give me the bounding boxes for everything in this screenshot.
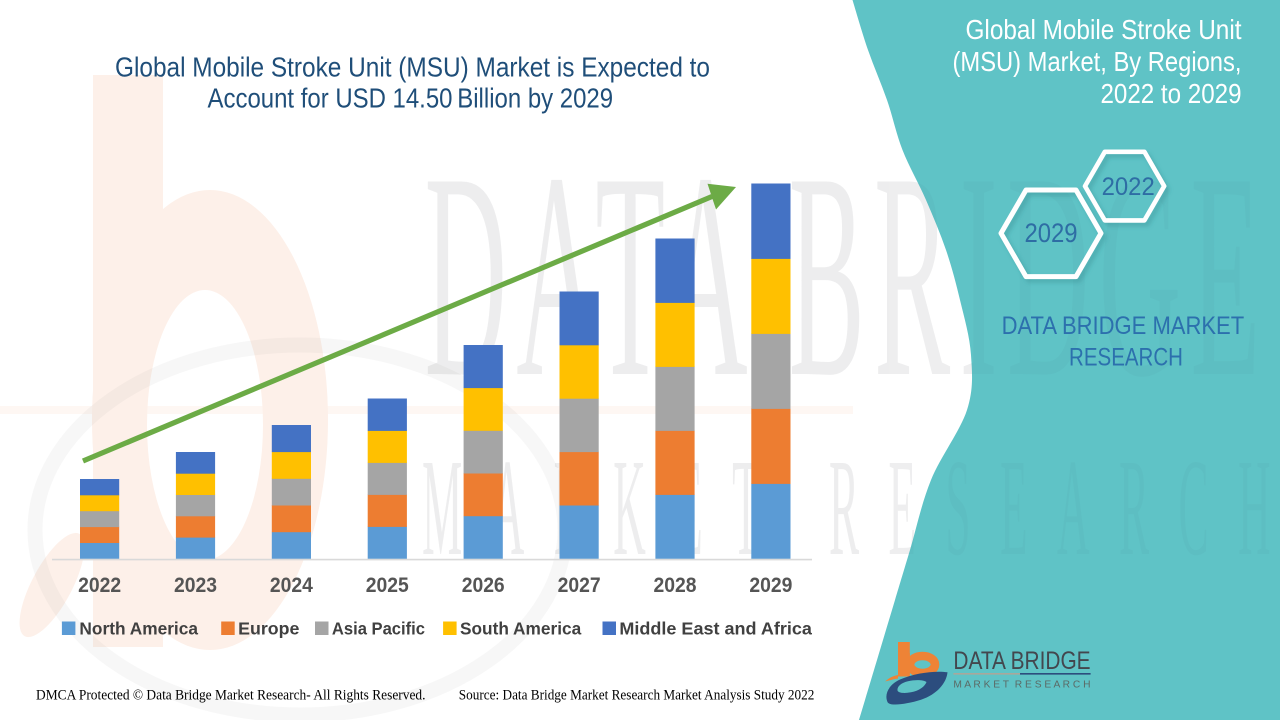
svg-text:2022: 2022 <box>1102 173 1155 201</box>
svg-text:2023: 2023 <box>174 574 217 597</box>
svg-text:Global Mobile Stroke Unit (MSU: Global Mobile Stroke Unit (MSU) Market i… <box>115 51 710 82</box>
svg-text:Middle East and Africa: Middle East and Africa <box>619 619 812 639</box>
svg-text:2022: 2022 <box>78 574 121 597</box>
svg-text:2028: 2028 <box>654 574 697 597</box>
svg-text:DMCA Protected © Data Bridge M: DMCA Protected © Data Bridge Market Rese… <box>36 688 426 704</box>
svg-text:RESEARCH: RESEARCH <box>1069 343 1183 371</box>
svg-text:North America: North America <box>79 619 198 639</box>
svg-text:2026: 2026 <box>462 574 505 597</box>
svg-text:2029: 2029 <box>749 574 792 597</box>
svg-text:2024: 2024 <box>270 574 313 597</box>
svg-text:M A R K E T R E S E A R C H: M A R K E T R E S E A R C H <box>953 679 1090 691</box>
svg-text:2022 to 2029: 2022 to 2029 <box>1101 78 1242 109</box>
svg-text:2027: 2027 <box>558 574 601 597</box>
svg-text:2025: 2025 <box>366 574 409 597</box>
svg-text:South America: South America <box>460 619 581 639</box>
svg-text:Source: Data Bridge Market Res: Source: Data Bridge Market Research Mark… <box>459 688 815 704</box>
svg-text:Account for USD 14.50 Billion: Account for USD 14.50 Billion by 2029 <box>208 83 614 114</box>
svg-text:DATA BRIDGE MARKET: DATA BRIDGE MARKET <box>1002 312 1245 340</box>
svg-text:Global Mobile Stroke Unit: Global Mobile Stroke Unit <box>966 14 1242 45</box>
svg-text:(MSU) Market, By Regions,: (MSU) Market, By Regions, <box>953 46 1242 77</box>
svg-text:Asia Pacific: Asia Pacific <box>332 619 425 639</box>
svg-text:2029: 2029 <box>1024 218 1077 248</box>
svg-text:Europe: Europe <box>238 619 300 639</box>
svg-text:DATA BRIDGE: DATA BRIDGE <box>953 647 1090 675</box>
